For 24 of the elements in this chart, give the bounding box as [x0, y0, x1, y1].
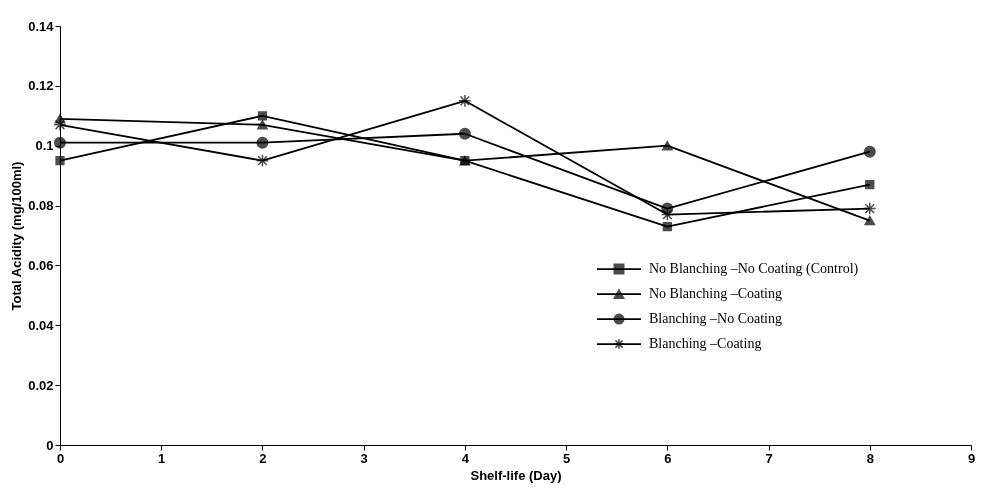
x-tick-label: 4: [461, 450, 470, 466]
x-axis-title: Shelf-life (Day): [470, 467, 562, 483]
legend-label: Blanching –Coating: [649, 336, 762, 352]
y-tick-label: 0.06: [28, 257, 54, 273]
y-tick-label: 0.14: [28, 18, 55, 34]
y-axis-title: Total Acidity (mg/100ml): [9, 161, 25, 311]
legend-label: No Blanching –Coating: [649, 286, 782, 302]
legend-label: No Blanching –No Coating (Control): [649, 261, 859, 278]
legend-label: Blanching –No Coating: [649, 311, 782, 327]
x-tick-label: 1: [158, 450, 166, 466]
x-tick-label: 3: [360, 450, 368, 466]
x-tick-label: 9: [967, 450, 976, 466]
y-tick-label: 0: [46, 437, 54, 453]
x-tick-label: 6: [664, 450, 672, 466]
x-tick-label: 0: [56, 450, 65, 466]
x-tick-label: 7: [765, 450, 773, 466]
y-tick-label: 0.12: [28, 78, 54, 94]
y-tick-label: 0.04: [28, 317, 55, 333]
x-tick-label: 2: [259, 450, 267, 466]
y-tick-label: 0.08: [28, 198, 54, 214]
y-tick-label: 0.1: [35, 138, 54, 154]
x-tick-label: 8: [866, 450, 874, 466]
x-tick-label: 5: [562, 450, 571, 466]
y-tick-label: 0.02: [28, 377, 54, 393]
